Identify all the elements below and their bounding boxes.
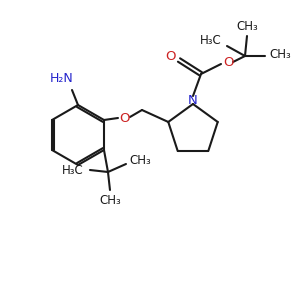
Text: O: O (120, 112, 130, 124)
Text: H₂N: H₂N (50, 73, 74, 85)
Text: O: O (223, 56, 233, 68)
Text: CH₃: CH₃ (269, 49, 291, 62)
Text: CH₃: CH₃ (129, 154, 151, 167)
Text: N: N (188, 94, 198, 106)
Text: H₃C: H₃C (200, 34, 222, 46)
Text: CH₃: CH₃ (99, 194, 121, 206)
Text: CH₃: CH₃ (236, 20, 258, 32)
Text: H₃C: H₃C (62, 164, 84, 176)
Text: O: O (166, 50, 176, 62)
